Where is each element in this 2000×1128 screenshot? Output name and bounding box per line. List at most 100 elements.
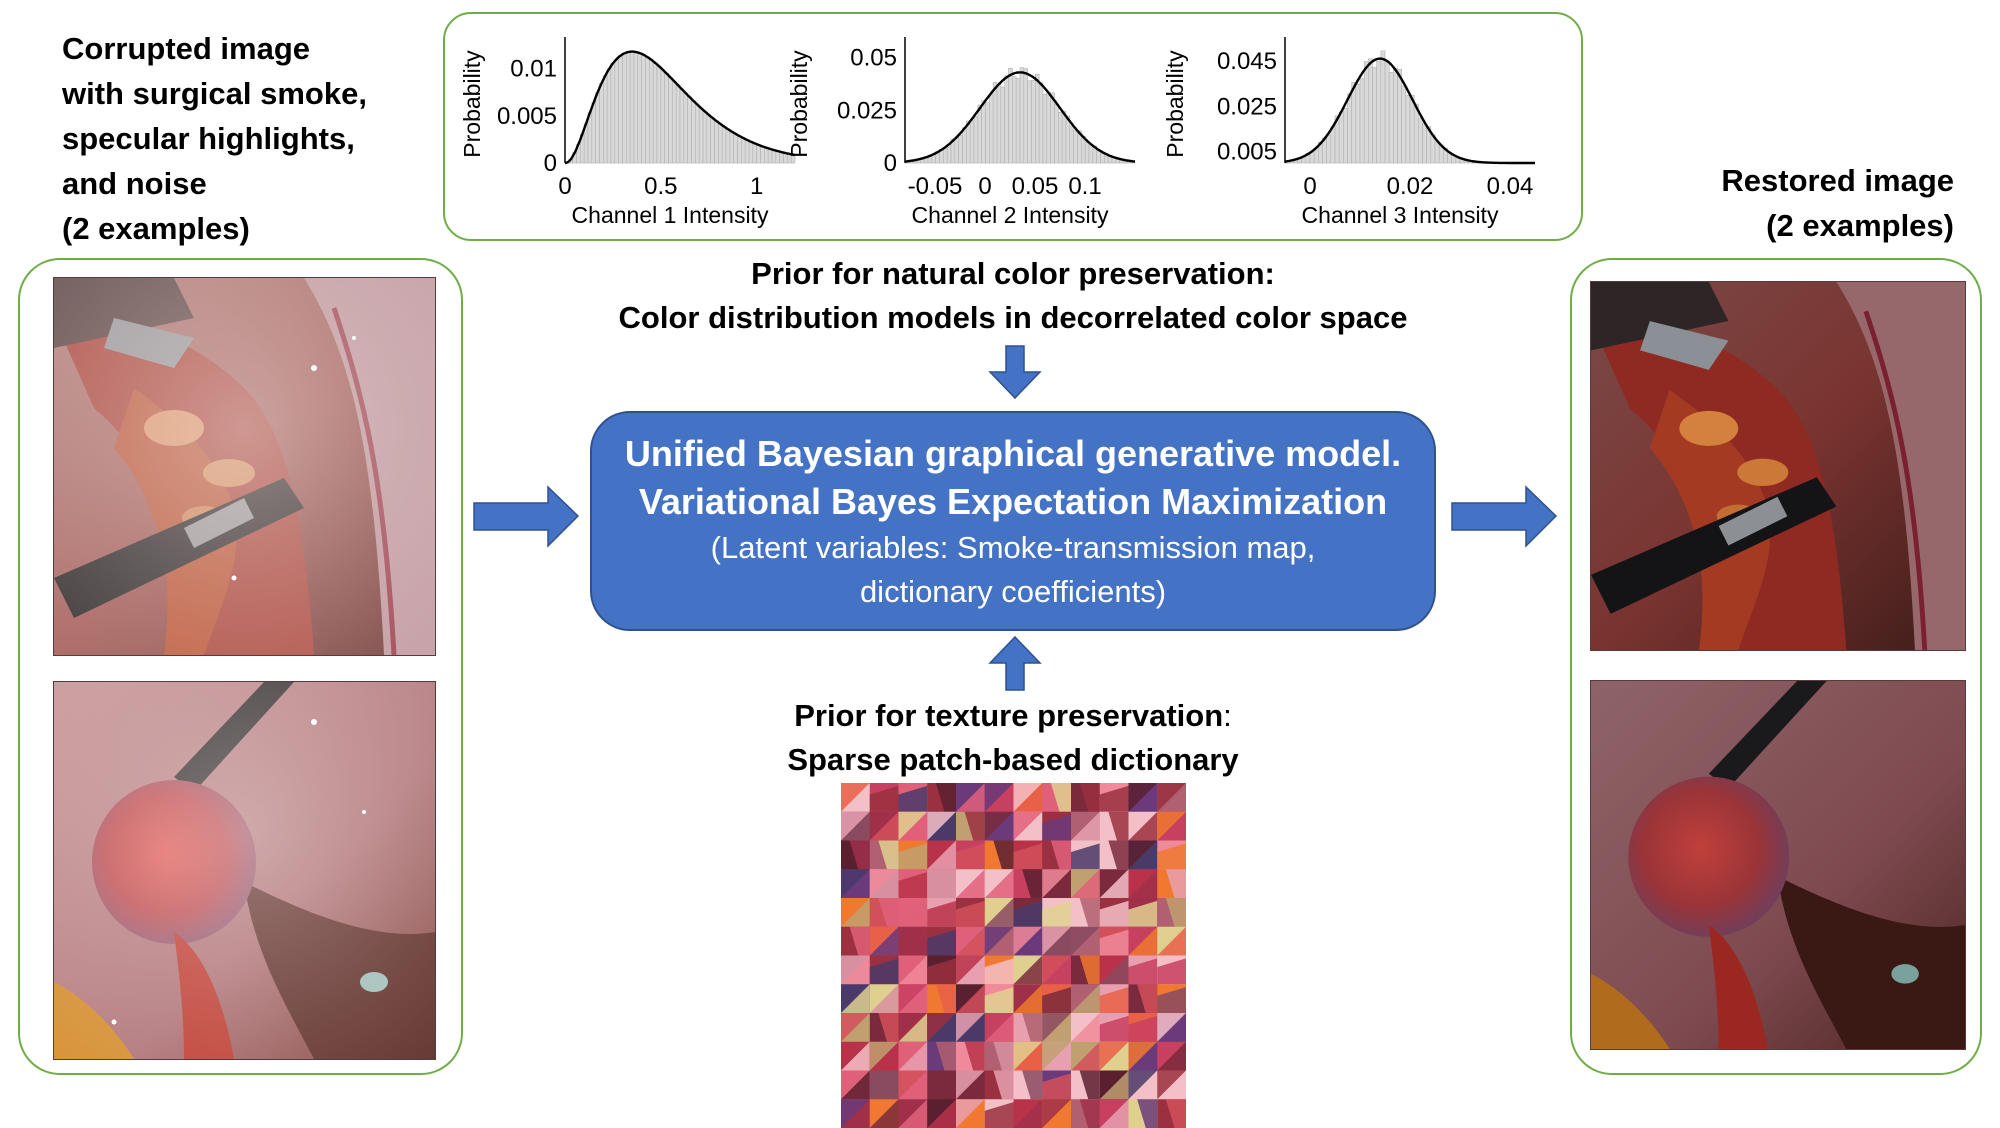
dictionary-patch bbox=[869, 898, 899, 928]
dictionary-patch bbox=[869, 783, 899, 813]
x-tick-label: 1 bbox=[750, 173, 763, 200]
dictionary-patch bbox=[1157, 869, 1186, 899]
dictionary-patch bbox=[1013, 1070, 1043, 1100]
dictionary-patch bbox=[898, 783, 928, 813]
dictionary-patch bbox=[1042, 869, 1072, 899]
dictionary-patch bbox=[1071, 869, 1101, 899]
dictionary-patch bbox=[1128, 898, 1158, 928]
dictionary-patch bbox=[1099, 869, 1129, 899]
dictionary-patch bbox=[1157, 926, 1186, 956]
dictionary-patch bbox=[1071, 840, 1101, 870]
texture-prior-line2: Sparse patch-based dictionary bbox=[787, 742, 1239, 777]
dictionary-patch bbox=[956, 783, 986, 813]
dictionary-patch bbox=[1013, 783, 1043, 813]
dictionary-patch bbox=[1013, 984, 1043, 1014]
dictionary-patch bbox=[956, 811, 986, 841]
x-axis-label: Channel 1 Intensity bbox=[572, 202, 769, 228]
dictionary-patch bbox=[1099, 1070, 1129, 1100]
color-prior-line1: Prior for natural color preservation: bbox=[751, 256, 1275, 291]
dictionary-patch bbox=[1128, 984, 1158, 1014]
dictionary-patch bbox=[984, 840, 1014, 870]
dictionary-patch bbox=[869, 1070, 899, 1100]
dictionary-patch bbox=[1013, 955, 1043, 985]
dictionary-patch bbox=[927, 955, 957, 985]
dictionary-patch bbox=[1013, 926, 1043, 956]
dictionary-patch bbox=[1071, 1013, 1101, 1043]
dictionary-patch bbox=[956, 898, 986, 928]
x-axis-label: Channel 2 Intensity bbox=[912, 202, 1109, 228]
color-prior-label: Prior for natural color preservation: Co… bbox=[590, 252, 1436, 340]
y-tick-label: 0 bbox=[884, 150, 897, 177]
input-heading-line: with surgical smoke, bbox=[62, 76, 367, 111]
dictionary-patch bbox=[927, 1099, 957, 1128]
dictionary-patch bbox=[1157, 1070, 1186, 1100]
y-tick-label: 0.005 bbox=[1217, 139, 1277, 166]
x-tick-label: 0 bbox=[1303, 173, 1316, 200]
dictionary-patch bbox=[1157, 1013, 1186, 1043]
dictionary-patch bbox=[898, 984, 928, 1014]
dictionary-patch bbox=[984, 1041, 1014, 1071]
dictionary-patch bbox=[1042, 1099, 1072, 1128]
dictionary-patch bbox=[984, 1070, 1014, 1100]
model-line2: Variational Bayes Expectation Maximizati… bbox=[638, 481, 1388, 522]
model-line4: dictionary coefficients) bbox=[859, 574, 1167, 609]
dictionary-patch bbox=[1013, 898, 1043, 928]
dictionary-patch bbox=[927, 1041, 957, 1071]
y-axis-label: Probability bbox=[459, 50, 485, 158]
dictionary-patch bbox=[1013, 1041, 1043, 1071]
dictionary-patch bbox=[841, 840, 871, 870]
y-tick-label: 0.005 bbox=[497, 103, 557, 130]
corrupted-image-2 bbox=[53, 681, 436, 1060]
input-heading-line: Corrupted image bbox=[62, 31, 311, 66]
dictionary-patch bbox=[1157, 1041, 1186, 1071]
dictionary-patch bbox=[1099, 984, 1129, 1014]
dictionary-patch bbox=[1157, 783, 1186, 813]
dictionary-patch bbox=[1071, 811, 1101, 841]
y-tick-label: 0.045 bbox=[1217, 48, 1277, 75]
restored-image-2 bbox=[1590, 680, 1966, 1050]
x-tick-label: 0.1 bbox=[1068, 173, 1101, 200]
input-heading: Corrupted image with surgical smoke, spe… bbox=[62, 26, 367, 251]
dictionary-patch bbox=[869, 1013, 899, 1043]
corrupted-image-1 bbox=[53, 277, 436, 656]
input-panel bbox=[18, 258, 463, 1075]
dictionary-patch bbox=[927, 898, 957, 928]
dictionary-patch bbox=[927, 1013, 957, 1043]
dictionary-patch bbox=[1071, 1070, 1101, 1100]
dictionary-patch bbox=[1099, 840, 1129, 870]
dictionary-patch bbox=[956, 1099, 986, 1128]
dictionary-patch bbox=[1013, 840, 1043, 870]
dictionary-patch bbox=[841, 783, 871, 813]
dictionary-patch bbox=[898, 1099, 928, 1128]
fit-curve bbox=[564, 50, 796, 165]
output-heading: Restored image (2 examples) bbox=[1721, 158, 1954, 248]
dictionary-patch bbox=[1042, 926, 1072, 956]
dictionary-patch bbox=[1071, 1099, 1101, 1128]
dictionary-patch bbox=[1042, 783, 1072, 813]
dictionary-patch bbox=[1157, 840, 1186, 870]
model-line3: (Latent variables: Smoke-transmission ma… bbox=[710, 530, 1316, 565]
dictionary-patch bbox=[956, 840, 986, 870]
x-tick-label: 0 bbox=[978, 173, 991, 200]
color-prior-line2: Color distribution models in decorrelate… bbox=[618, 300, 1408, 335]
dictionary-patch bbox=[1042, 811, 1072, 841]
input-heading-line: (2 examples) bbox=[62, 211, 250, 246]
dictionary-patch bbox=[984, 984, 1014, 1014]
dictionary-patch bbox=[1157, 811, 1186, 841]
dictionary-patch bbox=[956, 1070, 986, 1100]
dictionary-patch bbox=[1128, 1099, 1158, 1128]
y-tick-label: 0 bbox=[544, 150, 557, 177]
dictionary-patch bbox=[841, 984, 871, 1014]
dictionary-patch bbox=[984, 926, 1014, 956]
dictionary-patch bbox=[927, 783, 957, 813]
dictionary-patch bbox=[984, 783, 1014, 813]
dictionary-patch bbox=[841, 1070, 871, 1100]
dictionary-patch bbox=[898, 869, 928, 899]
dictionary-patch bbox=[956, 1041, 986, 1071]
dictionary-patch bbox=[841, 955, 871, 985]
dictionary-patch bbox=[956, 984, 986, 1014]
dictionary-patch bbox=[869, 926, 899, 956]
dictionary-patch bbox=[1042, 955, 1072, 985]
dictionary-patch bbox=[927, 811, 957, 841]
dictionary-patch bbox=[1099, 926, 1129, 956]
